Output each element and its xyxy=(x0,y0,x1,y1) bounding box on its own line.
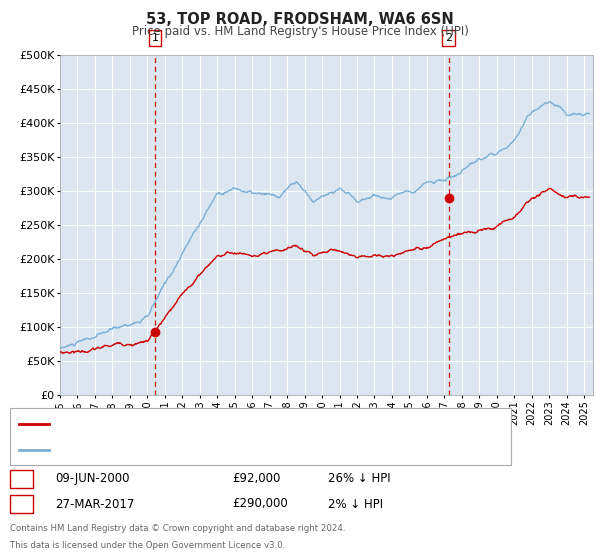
Text: This data is licensed under the Open Government Licence v3.0.: This data is licensed under the Open Gov… xyxy=(10,541,286,550)
Text: HPI: Average price, detached house, Cheshire West and Chester: HPI: Average price, detached house, Ches… xyxy=(53,445,388,455)
Text: 2: 2 xyxy=(18,499,25,509)
Text: 27-MAR-2017: 27-MAR-2017 xyxy=(55,497,134,511)
Text: 1: 1 xyxy=(152,33,158,43)
Text: 26% ↓ HPI: 26% ↓ HPI xyxy=(328,472,391,486)
Text: Price paid vs. HM Land Registry's House Price Index (HPI): Price paid vs. HM Land Registry's House … xyxy=(131,25,469,38)
Text: 2: 2 xyxy=(445,33,452,43)
Text: 53, TOP ROAD, FRODSHAM, WA6 6SN: 53, TOP ROAD, FRODSHAM, WA6 6SN xyxy=(146,12,454,27)
Text: Contains HM Land Registry data © Crown copyright and database right 2024.: Contains HM Land Registry data © Crown c… xyxy=(10,524,346,533)
Text: 09-JUN-2000: 09-JUN-2000 xyxy=(55,472,130,486)
Text: 2% ↓ HPI: 2% ↓ HPI xyxy=(328,497,383,511)
Text: £92,000: £92,000 xyxy=(232,472,281,486)
Text: 1: 1 xyxy=(18,474,25,484)
Text: £290,000: £290,000 xyxy=(232,497,288,511)
Text: 53, TOP ROAD, FRODSHAM, WA6 6SN (detached house): 53, TOP ROAD, FRODSHAM, WA6 6SN (detache… xyxy=(53,419,343,428)
